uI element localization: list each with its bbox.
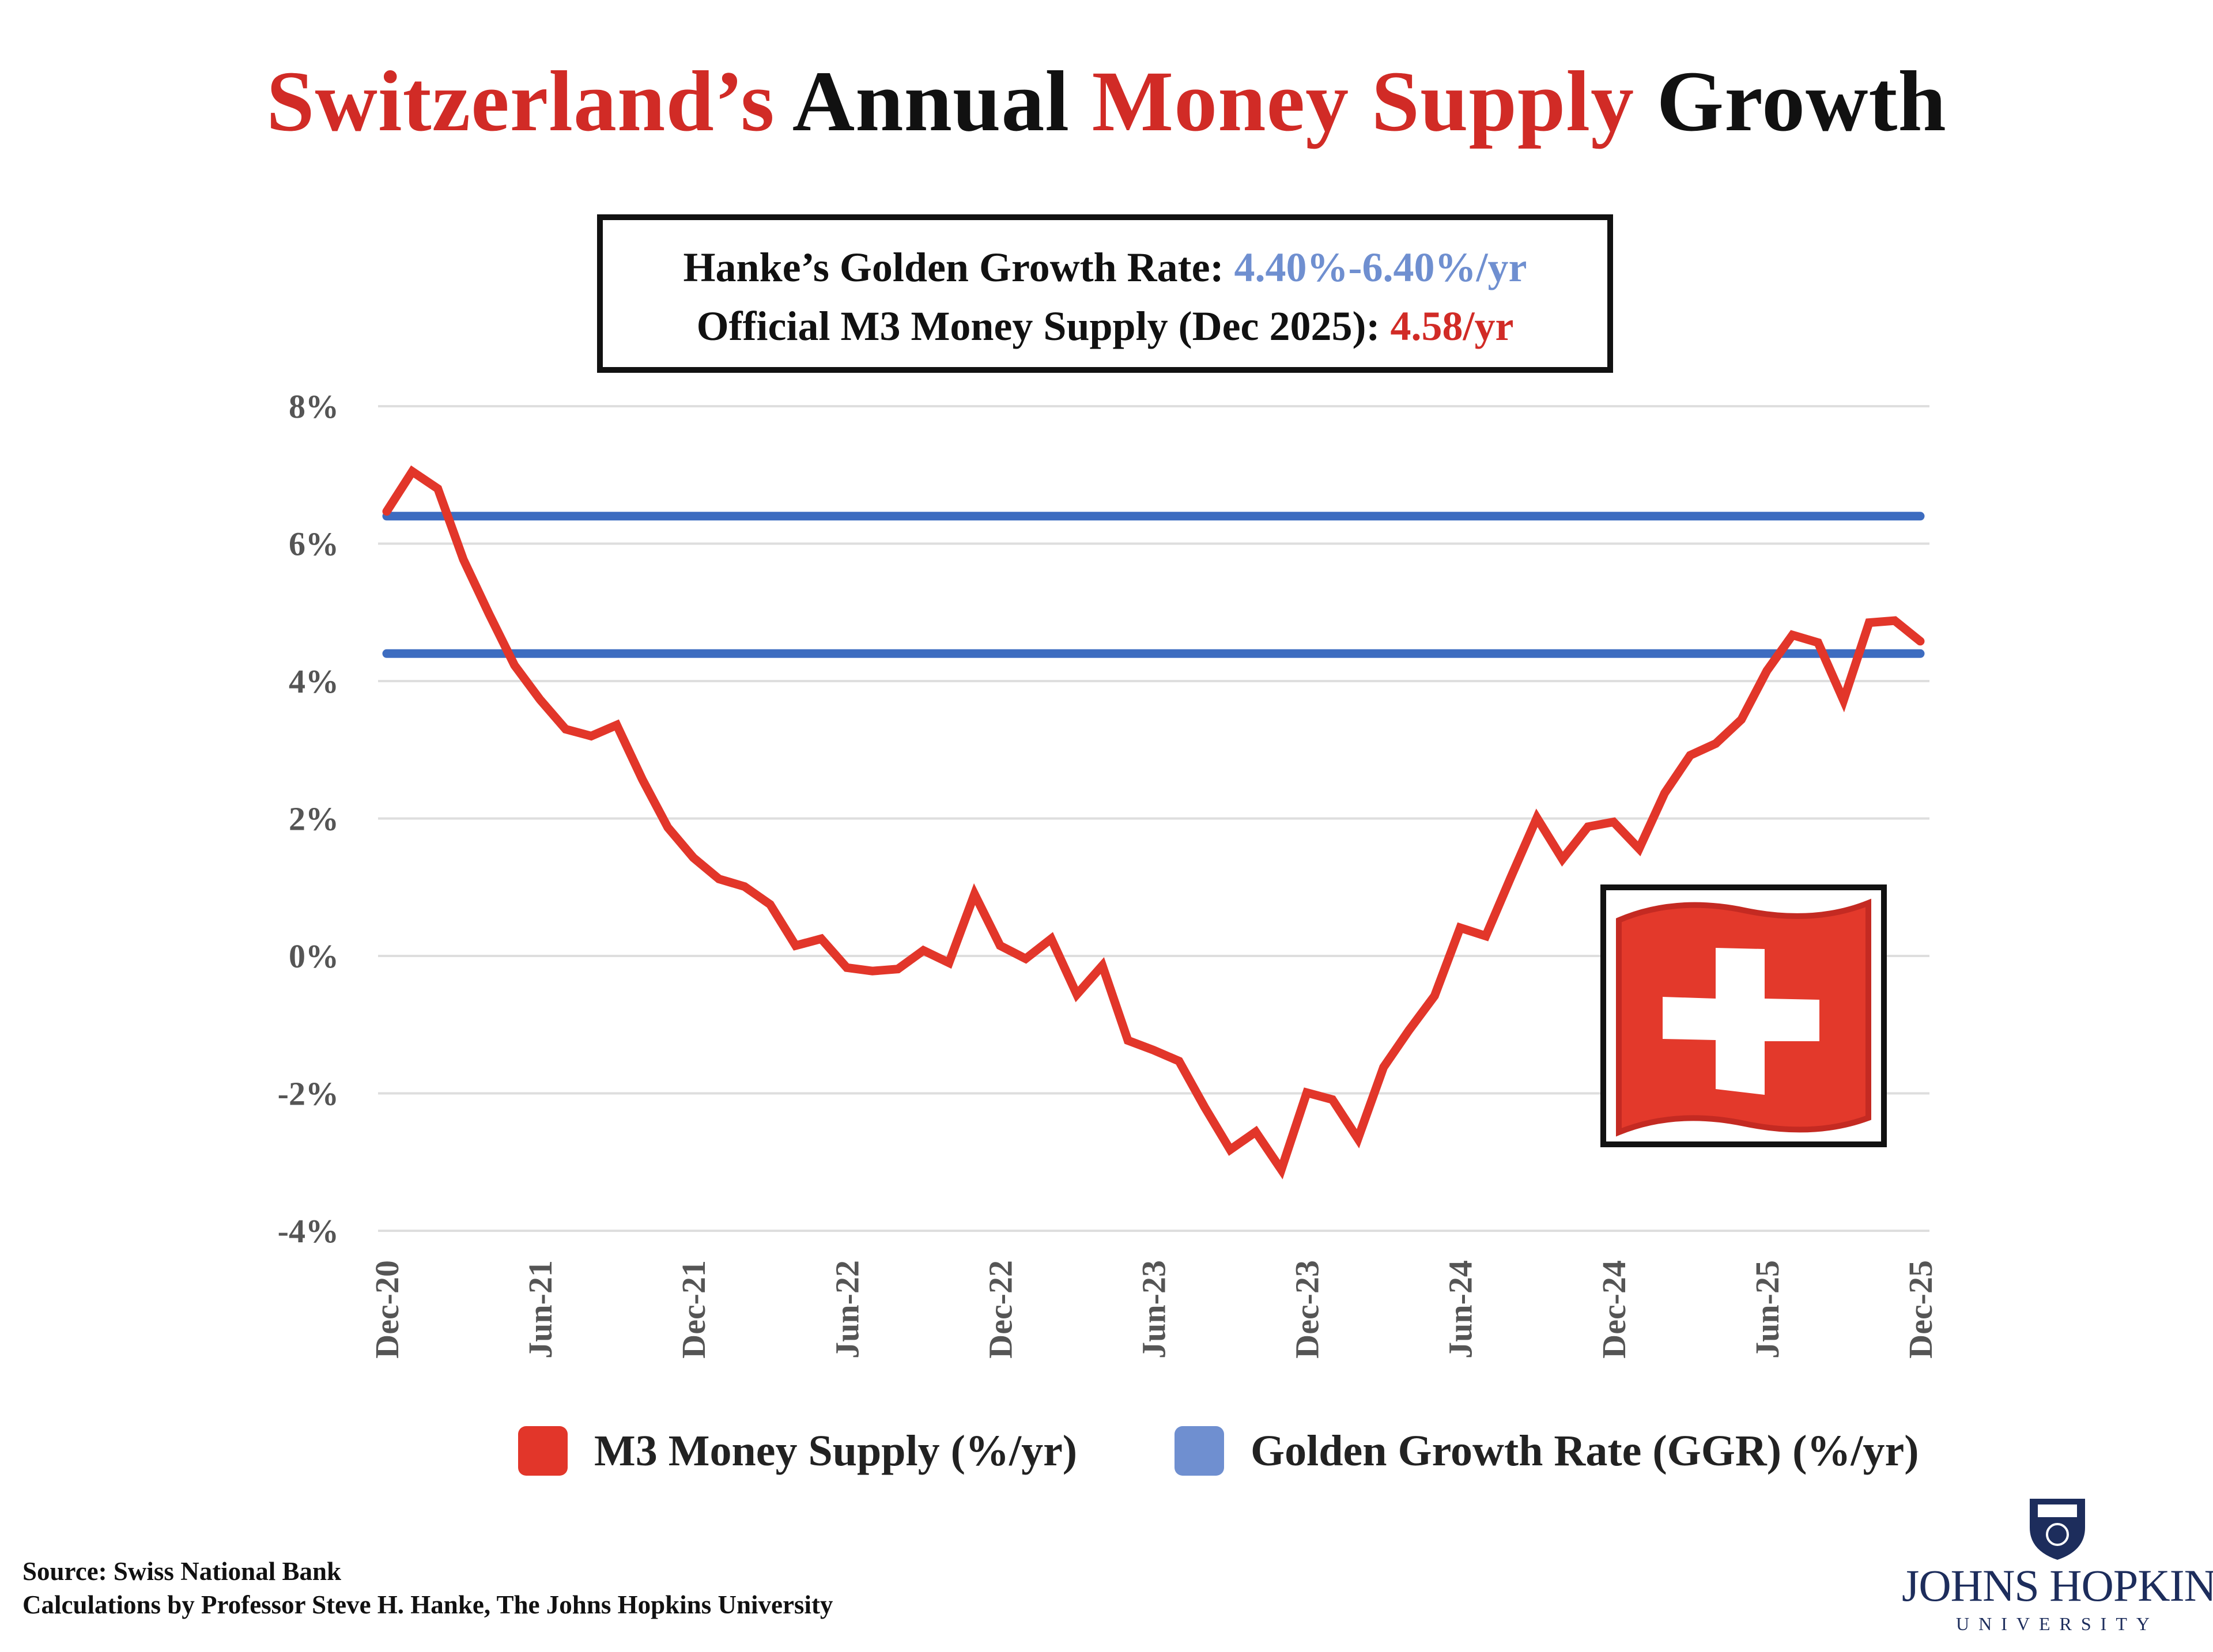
x-tick-label: Jun-22 — [828, 1260, 866, 1359]
x-tick-label: Jun-23 — [1135, 1260, 1173, 1359]
y-tick-label: 0% — [289, 937, 339, 975]
ggr-label: Hanke’s Golden Growth Rate: — [683, 244, 1234, 290]
legend-item-ggr: Golden Growth Rate (GGR) (%/yr) — [1175, 1423, 1919, 1479]
legend-label-ggr: Golden Growth Rate (GGR) (%/yr) — [1251, 1426, 1919, 1475]
x-tick-label: Dec-21 — [675, 1260, 712, 1359]
jhu-logo-name: JOHNS HOPKINS — [1902, 1560, 2213, 1611]
official-m3-line: Official M3 Money Supply (Dec 2025): 4.5… — [603, 302, 1607, 350]
title-part-annual: Annual — [792, 54, 1070, 149]
title-part-growth: Growth — [1656, 54, 1947, 149]
x-tick-label: Dec-24 — [1595, 1260, 1633, 1359]
x-tick-label: Dec-25 — [1902, 1260, 1939, 1359]
y-tick-label: 6% — [289, 526, 339, 563]
info-box: Hanke’s Golden Growth Rate: 4.40%-6.40%/… — [597, 214, 1613, 373]
golden-growth-rate-line: Hanke’s Golden Growth Rate: 4.40%-6.40%/… — [603, 243, 1607, 292]
x-tick-label: Dec-20 — [368, 1260, 406, 1359]
legend-swatch-ggr — [1175, 1426, 1224, 1476]
ggr-value: 4.40%-6.40%/yr — [1234, 244, 1527, 290]
x-tick-label: Dec-23 — [1289, 1260, 1326, 1359]
legend-item-m3: M3 Money Supply (%/yr) — [518, 1423, 1077, 1479]
x-tick-label: Dec-22 — [981, 1260, 1019, 1359]
x-tick-label: Jun-21 — [522, 1260, 559, 1359]
x-tick-label: Jun-25 — [1749, 1260, 1786, 1359]
legend-swatch-m3 — [518, 1426, 568, 1476]
legend-label-m3: M3 Money Supply (%/yr) — [594, 1426, 1078, 1475]
swiss-flag-icon — [1616, 898, 1871, 1137]
title-part-money-supply: Money Supply — [1092, 54, 1635, 149]
m3-value: 4.58/yr — [1390, 303, 1514, 349]
x-tick-label: Jun-24 — [1442, 1260, 1479, 1359]
m3-label: Official M3 Money Supply (Dec 2025): — [696, 303, 1391, 349]
jhu-shield-icon — [2030, 1499, 2085, 1560]
y-tick-label: 2% — [289, 800, 339, 838]
swiss-flag-box — [1600, 884, 1887, 1147]
y-tick-label: -2% — [278, 1075, 339, 1113]
title-part-switzerland: Switzerland’s — [266, 54, 775, 149]
y-tick-label: 8% — [289, 388, 339, 425]
calculations-note: Calculations by Professor Steve H. Hanke… — [22, 1590, 833, 1619]
y-tick-label: 4% — [289, 663, 339, 700]
source-note: Source: Swiss National Bank — [22, 1557, 342, 1586]
y-tick-label: -4% — [278, 1212, 339, 1250]
jhu-logo-sub: UNIVERSITY — [1956, 1613, 2159, 1634]
chart-title: Switzerland’s Annual Money Supply Growth — [0, 52, 2213, 151]
